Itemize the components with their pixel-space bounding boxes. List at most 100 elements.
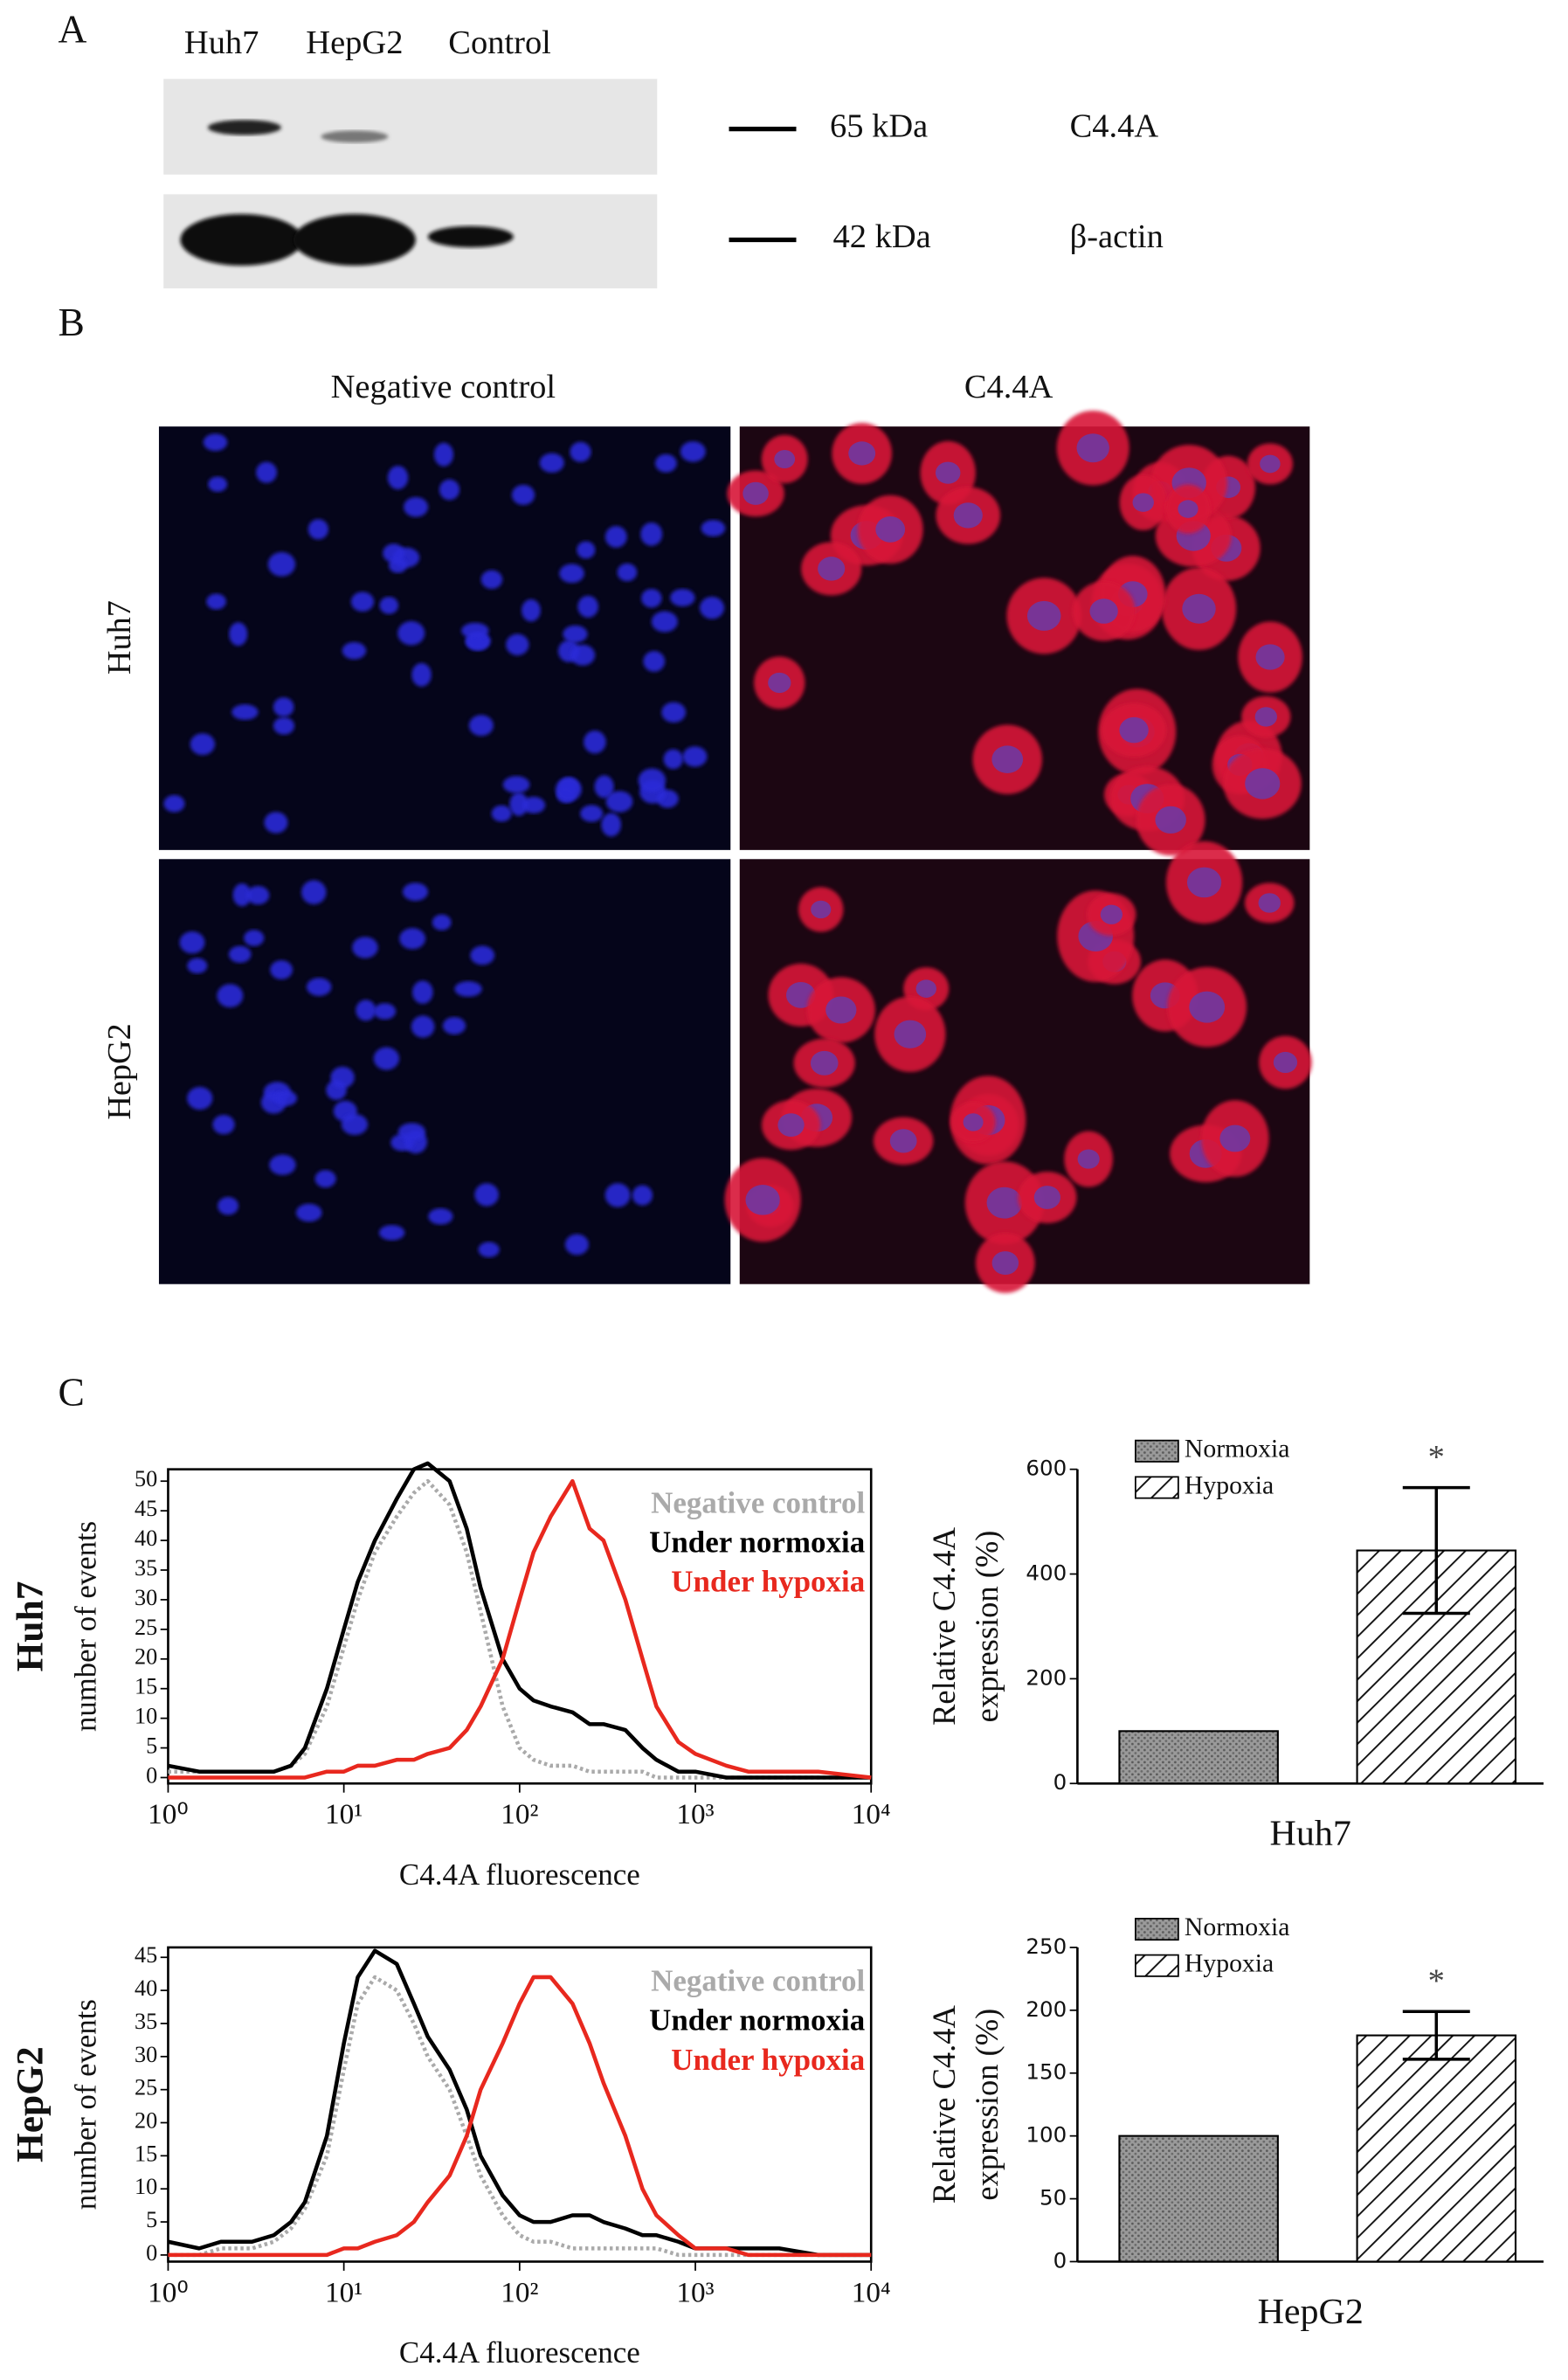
- nucleus: [208, 476, 228, 492]
- nucleus: [411, 1015, 435, 1038]
- x-axis-label: HepG2: [1258, 2292, 1364, 2332]
- nucleus: [577, 541, 596, 559]
- legend-entry: Under hypoxia: [671, 1565, 865, 1599]
- y-tick-label: 200: [1026, 1664, 1067, 1690]
- x-tick-label: 10⁰: [148, 2276, 189, 2308]
- nucleus: [577, 595, 598, 618]
- y-tick-label: 150: [1026, 2059, 1067, 2085]
- nucleus: [1132, 493, 1154, 512]
- y-axis-label: expression (%): [969, 2009, 1005, 2201]
- nucleus: [203, 433, 228, 452]
- nucleus: [432, 914, 452, 931]
- nucleus: [212, 1115, 235, 1135]
- nucleus: [511, 484, 535, 506]
- legend-swatch: [1135, 1439, 1179, 1463]
- y-tick-label: 30: [135, 2042, 157, 2067]
- nucleus: [640, 522, 663, 546]
- nucleus: [387, 466, 409, 490]
- nucleus: [506, 633, 529, 656]
- nucleus: [584, 730, 606, 754]
- y-tick-label: 50: [135, 1466, 157, 1491]
- legend-swatch: [1135, 1918, 1179, 1941]
- blot-band: [207, 120, 281, 135]
- nucleus: [433, 442, 454, 467]
- lane-label: HepG2: [306, 24, 403, 61]
- nucleus: [179, 931, 205, 954]
- panel-label: B: [58, 301, 84, 344]
- y-tick-label: 40: [135, 1526, 157, 1551]
- nucleus: [1186, 867, 1222, 898]
- nucleus: [470, 945, 495, 965]
- nucleus: [1100, 904, 1122, 924]
- y-tick-label: 20: [135, 2108, 157, 2134]
- nucleus: [1255, 644, 1285, 670]
- nucleus: [1245, 768, 1281, 799]
- y-tick-label: 45: [135, 1942, 157, 1968]
- nucleus: [555, 777, 582, 802]
- x-tick-label: 10¹: [325, 1798, 363, 1830]
- nucleus: [894, 1020, 927, 1048]
- nucleus: [818, 557, 846, 581]
- nucleus: [509, 792, 528, 816]
- nucleus: [478, 1242, 500, 1258]
- blot-band: [427, 225, 514, 248]
- nucleus: [218, 1196, 239, 1215]
- y-axis-label: Relative C4.4A: [926, 1526, 962, 1726]
- nucleus: [617, 563, 638, 582]
- x-tick-label: 10²: [501, 2276, 538, 2308]
- legend-swatch: [1135, 1476, 1179, 1499]
- nucleus: [373, 1003, 397, 1020]
- nucleus: [570, 441, 591, 462]
- y-tick-label: 20: [135, 1644, 157, 1670]
- y-tick-label: 25: [135, 2075, 157, 2100]
- nucleus: [295, 1203, 322, 1222]
- nucleus: [777, 1113, 805, 1137]
- y-axis-label: Relative C4.4A: [926, 2005, 962, 2204]
- nucleus: [491, 805, 512, 822]
- nucleus: [442, 1017, 466, 1034]
- nucleus: [399, 928, 426, 950]
- micrographs: [158, 410, 1312, 1293]
- nucleus: [580, 805, 604, 822]
- nucleus: [217, 984, 244, 1008]
- nucleus: [539, 453, 564, 473]
- nucleus: [670, 589, 695, 607]
- nucleus: [699, 596, 725, 619]
- nucleus: [1189, 991, 1226, 1023]
- nucleus: [307, 519, 328, 540]
- nucleus: [1260, 454, 1281, 474]
- nucleus: [953, 502, 983, 529]
- nucleus: [680, 441, 706, 462]
- nucleus: [811, 900, 832, 919]
- significance-mark: *: [1428, 1439, 1445, 1476]
- y-tick-label: 15: [135, 2141, 157, 2166]
- nucleus: [404, 496, 429, 517]
- nucleus: [428, 1207, 453, 1225]
- nucleus: [743, 481, 769, 505]
- x-axis-label: Huh7: [1270, 1814, 1351, 1854]
- y-tick-label: 100: [1026, 2122, 1067, 2148]
- nucleus: [379, 597, 399, 614]
- y-tick-label: 40: [135, 1975, 157, 2001]
- nucleus: [373, 1047, 400, 1070]
- nucleus: [256, 461, 277, 483]
- nucleus: [768, 672, 791, 694]
- nucleus: [273, 697, 294, 717]
- y-tick-label: 50: [1040, 2185, 1067, 2210]
- nucleus: [388, 557, 408, 573]
- y-tick-label: 0: [1053, 2248, 1067, 2273]
- y-tick-label: 600: [1026, 1456, 1067, 1481]
- nucleus: [306, 978, 332, 996]
- nucleus: [397, 620, 425, 646]
- nucleus: [559, 564, 584, 584]
- legend-entry: Normoxia: [1185, 1436, 1290, 1463]
- lane-label: Huh7: [184, 24, 259, 61]
- marker-label: 42 kDa: [832, 218, 930, 255]
- nucleus: [604, 1183, 631, 1207]
- y-tick-label: 400: [1026, 1560, 1067, 1586]
- nucleus: [231, 704, 259, 720]
- nucleus: [986, 1187, 1023, 1219]
- nucleus: [1076, 433, 1109, 463]
- nucleus: [439, 479, 460, 501]
